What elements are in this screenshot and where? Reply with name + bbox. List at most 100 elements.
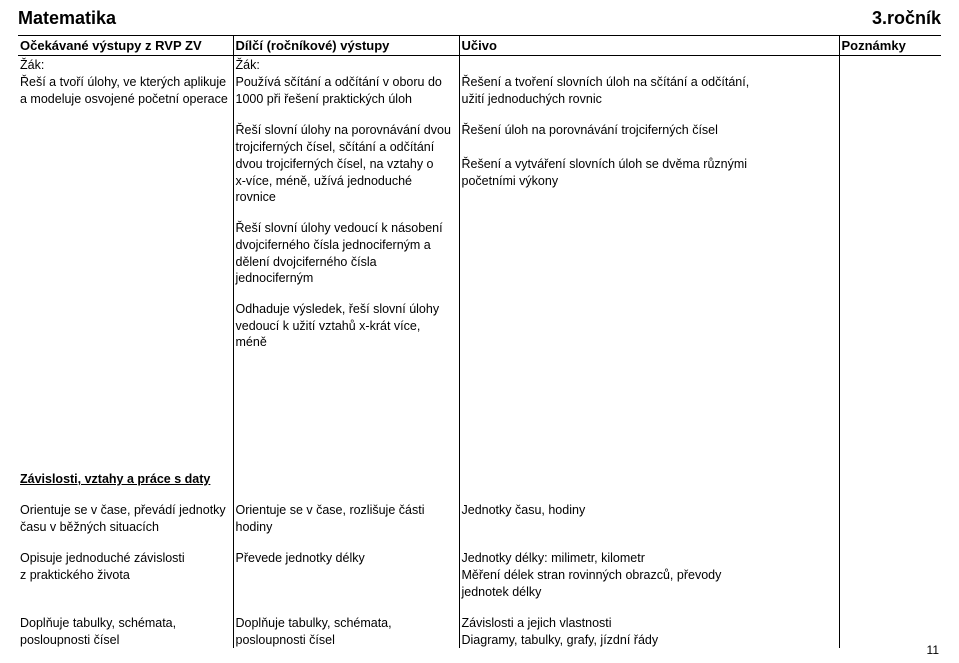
table-row: dvou trojciferných čísel, na vztahy o Ře… — [18, 155, 941, 172]
cell: času v běžných situacích — [18, 518, 233, 535]
cell — [459, 56, 839, 74]
cell — [839, 172, 941, 205]
grade-title: 3.ročník — [872, 8, 941, 29]
cell — [839, 300, 941, 317]
cell: Opisuje jednoduché závislosti — [18, 549, 233, 566]
cell — [839, 614, 941, 631]
cell — [18, 236, 233, 253]
table-row: Řeší slovní úlohy na porovnávání dvou Ře… — [18, 121, 941, 138]
table-row: z praktického života Měření délek stran … — [18, 566, 941, 583]
table-row: trojciferných čísel, sčítání a odčítání — [18, 138, 941, 155]
cell — [18, 172, 233, 205]
cell — [459, 300, 839, 317]
cell: dělení dvojciferného čísla jednociferným — [233, 253, 459, 286]
table-row: a modeluje osvojené početní operace 1000… — [18, 90, 941, 107]
table-row — [18, 286, 941, 300]
cell: Řeší slovní úlohy vedoucí k násobení — [233, 219, 459, 236]
cell — [459, 253, 839, 286]
table-row: Řeší a tvoří úlohy, ve kterých aplikuje … — [18, 73, 941, 90]
cell: vedoucí k užití vztahů x-krát více, méně — [233, 317, 459, 350]
cell: dvou trojciferných čísel, na vztahy o — [233, 155, 459, 172]
cell: užití jednoduchých rovnic — [459, 90, 839, 107]
cell — [18, 317, 233, 350]
subject-title: Matematika — [18, 8, 116, 29]
cell: početními výkony — [459, 172, 839, 205]
table-row: posloupnosti čísel posloupnosti čísel Di… — [18, 631, 941, 648]
cell: Řešení úloh na porovnávání trojciferných… — [459, 121, 839, 138]
cell: posloupnosti čísel — [233, 631, 459, 648]
cell: Řešení a vytváření slovních úloh se dvěm… — [459, 155, 839, 172]
cell — [839, 121, 941, 138]
table-row: x-více, méně, užívá jednoduché rovnice p… — [18, 172, 941, 205]
cell: Doplňuje tabulky, schémata, — [18, 614, 233, 631]
cell — [839, 73, 941, 90]
table-row — [18, 107, 941, 121]
table-row — [18, 487, 941, 501]
table-row: Závislosti, vztahy a práce s daty — [18, 470, 941, 487]
cell — [839, 219, 941, 236]
cell: Jednotky délky: milimetr, kilometr — [459, 549, 839, 566]
table-row: vedoucí k užití vztahů x-krát více, méně — [18, 317, 941, 350]
cell: Měření délek stran rovinných obrazců, př… — [459, 566, 839, 583]
page: Matematika 3.ročník Očekávané výstupy z … — [0, 0, 959, 648]
cell — [459, 138, 839, 155]
table-row: jednotek délky — [18, 583, 941, 600]
cell: Žák: — [233, 56, 459, 74]
cell: x-více, méně, užívá jednoduché rovnice — [233, 172, 459, 205]
curriculum-table: Očekávané výstupy z RVP ZV Dílčí (ročník… — [18, 35, 941, 648]
cell: dvojciferného čísla jednociferným a — [233, 236, 459, 253]
cell: 1000 při řešení praktických úloh — [233, 90, 459, 107]
cell: Řešení a tvoření slovních úloh na sčítán… — [459, 73, 839, 90]
cell — [839, 138, 941, 155]
table-row: Žák: Žák: — [18, 56, 941, 74]
cell — [233, 470, 459, 487]
table-row: Orientuje se v čase, převádí jednotky Or… — [18, 501, 941, 518]
cell — [18, 121, 233, 138]
col-header-3: Učivo — [459, 36, 839, 56]
cell — [839, 253, 941, 286]
cell — [233, 583, 459, 600]
cell — [459, 518, 839, 535]
cell — [839, 470, 941, 487]
cell: Diagramy, tabulky, grafy, jízdní řády — [459, 631, 839, 648]
col-header-1: Očekávané výstupy z RVP ZV — [18, 36, 233, 56]
page-number: 11 — [927, 643, 939, 657]
cell: Jednotky času, hodiny — [459, 501, 839, 518]
cell — [18, 300, 233, 317]
cell — [839, 317, 941, 350]
cell: Řeší slovní úlohy na porovnávání dvou — [233, 121, 459, 138]
cell — [18, 219, 233, 236]
cell — [839, 90, 941, 107]
cell: Orientuje se v čase, rozlišuje části — [233, 501, 459, 518]
title-row: Matematika 3.ročník — [18, 8, 941, 29]
table-row: Doplňuje tabulky, schémata, Doplňuje tab… — [18, 614, 941, 631]
table-row — [18, 600, 941, 614]
table-row — [18, 535, 941, 549]
cell — [839, 566, 941, 583]
cell — [459, 236, 839, 253]
col-header-4: Poznámky — [839, 36, 941, 56]
cell — [459, 317, 839, 350]
cell — [839, 549, 941, 566]
cell: trojciferných čísel, sčítání a odčítání — [233, 138, 459, 155]
table-row: času v běžných situacích hodiny — [18, 518, 941, 535]
cell: Závislosti a jejich vlastnosti — [459, 614, 839, 631]
table-row: Opisuje jednoduché závislosti Převede je… — [18, 549, 941, 566]
cell: Žák: — [18, 56, 233, 74]
table-row: dělení dvojciferného čísla jednociferným — [18, 253, 941, 286]
cell — [459, 470, 839, 487]
cell: a modeluje osvojené početní operace — [18, 90, 233, 107]
cell: Používá sčítání a odčítání v oboru do — [233, 73, 459, 90]
table-header-row: Očekávané výstupy z RVP ZV Dílčí (ročník… — [18, 36, 941, 56]
cell: posloupnosti čísel — [18, 631, 233, 648]
table-row — [18, 205, 941, 219]
table-row: Odhaduje výsledek, řeší slovní úlohy — [18, 300, 941, 317]
cell — [18, 155, 233, 172]
cell — [839, 236, 941, 253]
cell — [839, 56, 941, 74]
cell: hodiny — [233, 518, 459, 535]
cell: Doplňuje tabulky, schémata, — [233, 614, 459, 631]
cell — [459, 219, 839, 236]
table-row — [18, 350, 941, 470]
cell: z praktického života — [18, 566, 233, 583]
